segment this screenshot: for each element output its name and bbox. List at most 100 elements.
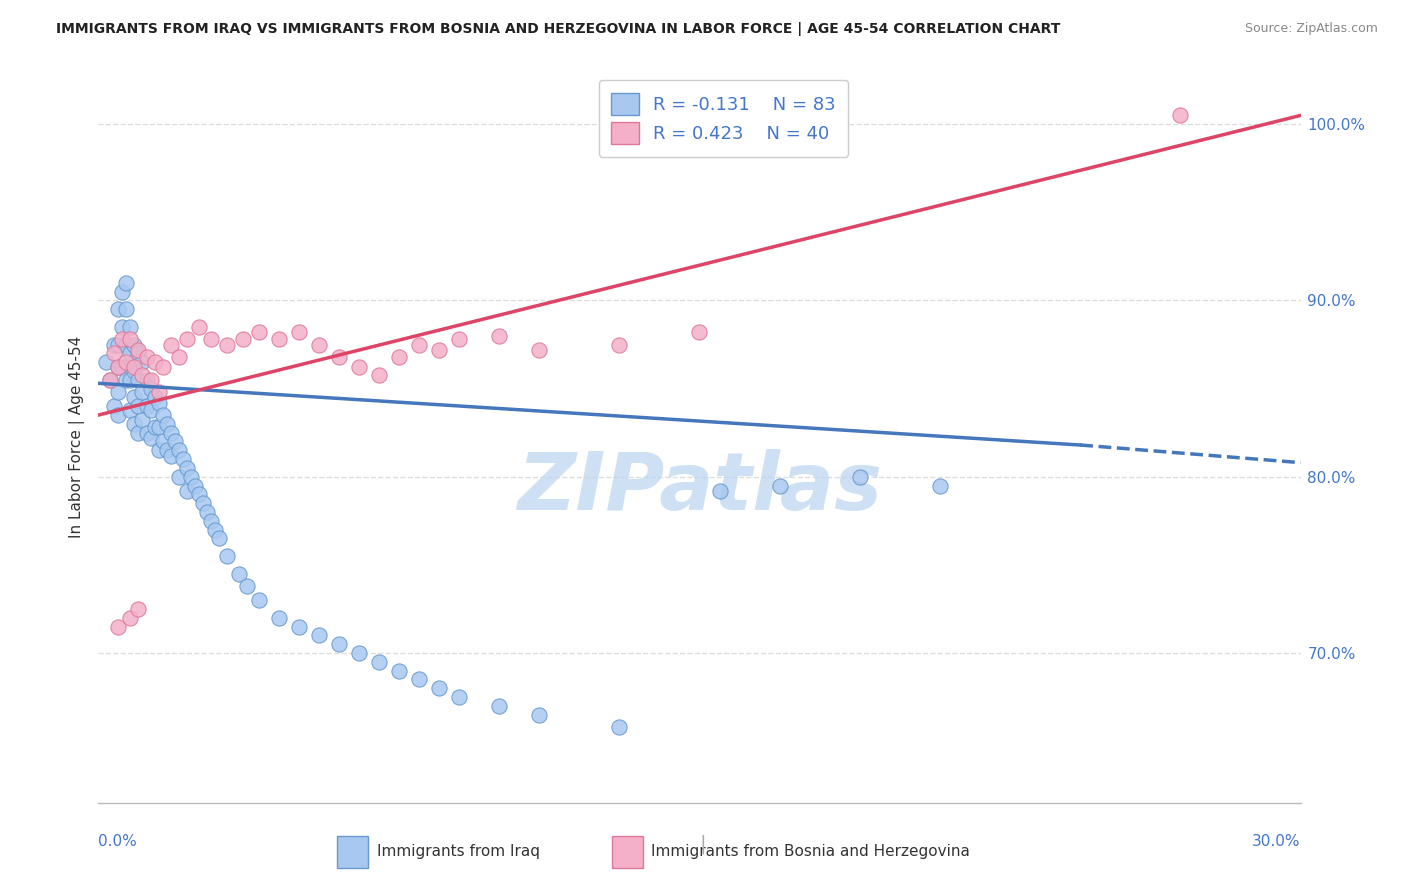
Point bbox=[115, 302, 138, 317]
Point bbox=[709, 483, 731, 498]
Point bbox=[115, 373, 138, 387]
Point bbox=[191, 496, 214, 510]
Point bbox=[139, 373, 162, 387]
Point bbox=[180, 469, 202, 483]
Point bbox=[388, 350, 411, 364]
Point bbox=[115, 276, 138, 290]
Point bbox=[152, 408, 174, 422]
Point bbox=[96, 355, 118, 369]
Point bbox=[163, 434, 186, 449]
Point bbox=[131, 385, 153, 400]
Point bbox=[159, 337, 181, 351]
Point bbox=[849, 469, 872, 483]
Point bbox=[148, 420, 170, 434]
Bar bbox=[337, 836, 368, 868]
Point bbox=[124, 360, 146, 375]
Point bbox=[159, 449, 181, 463]
Point bbox=[120, 332, 142, 346]
Point bbox=[688, 325, 710, 339]
Point bbox=[107, 302, 129, 317]
Point bbox=[120, 402, 142, 417]
Point bbox=[187, 320, 209, 334]
Point bbox=[267, 332, 290, 346]
Point bbox=[609, 337, 631, 351]
Point bbox=[135, 373, 157, 387]
Point bbox=[768, 478, 790, 492]
Point bbox=[148, 443, 170, 458]
Point bbox=[204, 523, 226, 537]
Point bbox=[111, 332, 134, 346]
Point bbox=[124, 364, 146, 378]
Point bbox=[115, 355, 138, 369]
Text: 30.0%: 30.0% bbox=[1253, 834, 1301, 849]
Point bbox=[167, 469, 190, 483]
Point bbox=[139, 402, 162, 417]
Point bbox=[120, 611, 142, 625]
Point bbox=[111, 360, 134, 375]
Point bbox=[131, 355, 153, 369]
Point bbox=[328, 637, 350, 651]
Point bbox=[447, 690, 470, 704]
Point bbox=[247, 325, 270, 339]
Point bbox=[235, 579, 257, 593]
Point bbox=[155, 443, 177, 458]
Bar bbox=[612, 836, 643, 868]
Point bbox=[111, 320, 134, 334]
Point bbox=[172, 452, 194, 467]
Point bbox=[308, 628, 330, 642]
Text: Immigrants from Iraq: Immigrants from Iraq bbox=[377, 845, 540, 859]
Point bbox=[427, 681, 450, 696]
Point bbox=[135, 399, 157, 413]
Point bbox=[155, 417, 177, 431]
Point bbox=[447, 332, 470, 346]
Point bbox=[107, 360, 129, 375]
Text: ZIPatlas: ZIPatlas bbox=[517, 450, 882, 527]
Point bbox=[167, 443, 190, 458]
Point bbox=[328, 350, 350, 364]
Point bbox=[288, 325, 311, 339]
Point bbox=[124, 417, 146, 431]
Point bbox=[115, 337, 138, 351]
Point bbox=[347, 360, 370, 375]
Point bbox=[159, 425, 181, 440]
Point bbox=[609, 720, 631, 734]
Point bbox=[200, 332, 222, 346]
Point bbox=[107, 408, 129, 422]
Point bbox=[100, 373, 122, 387]
Text: Immigrants from Bosnia and Herzegovina: Immigrants from Bosnia and Herzegovina bbox=[651, 845, 970, 859]
Legend: R = -0.131    N = 83, R = 0.423    N = 40: R = -0.131 N = 83, R = 0.423 N = 40 bbox=[599, 80, 848, 157]
Point bbox=[143, 355, 166, 369]
Point bbox=[1170, 108, 1192, 122]
Point bbox=[143, 391, 166, 405]
Point bbox=[100, 373, 122, 387]
Point bbox=[176, 483, 198, 498]
Point bbox=[152, 360, 174, 375]
Point bbox=[347, 646, 370, 660]
Point bbox=[267, 611, 290, 625]
Point bbox=[368, 368, 391, 382]
Point bbox=[247, 593, 270, 607]
Point bbox=[135, 350, 157, 364]
Point bbox=[131, 413, 153, 427]
Point bbox=[408, 673, 430, 687]
Point bbox=[128, 602, 150, 616]
Point bbox=[107, 385, 129, 400]
Text: IMMIGRANTS FROM IRAQ VS IMMIGRANTS FROM BOSNIA AND HERZEGOVINA IN LABOR FORCE | : IMMIGRANTS FROM IRAQ VS IMMIGRANTS FROM … bbox=[56, 22, 1060, 37]
Point bbox=[408, 337, 430, 351]
Point bbox=[308, 337, 330, 351]
Point bbox=[135, 425, 157, 440]
Point bbox=[200, 514, 222, 528]
Point bbox=[103, 399, 125, 413]
Point bbox=[929, 478, 952, 492]
Point bbox=[148, 385, 170, 400]
Point bbox=[124, 391, 146, 405]
Point bbox=[111, 285, 134, 299]
Point bbox=[176, 332, 198, 346]
Point bbox=[183, 478, 205, 492]
Point bbox=[148, 395, 170, 409]
Point bbox=[120, 346, 142, 360]
Point bbox=[232, 332, 254, 346]
Point bbox=[139, 382, 162, 396]
Point bbox=[107, 619, 129, 633]
Point bbox=[131, 368, 153, 382]
